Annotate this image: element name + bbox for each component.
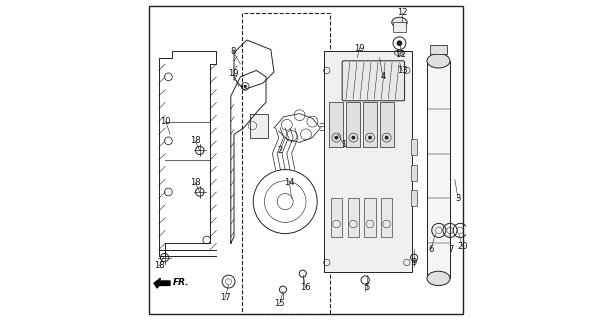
Text: 19: 19 xyxy=(228,69,238,78)
FancyBboxPatch shape xyxy=(342,61,405,101)
Text: 12: 12 xyxy=(397,8,407,17)
Text: 13: 13 xyxy=(397,66,408,75)
Circle shape xyxy=(397,40,402,46)
Text: 10: 10 xyxy=(160,117,171,126)
Bar xyxy=(393,22,406,32)
Bar xyxy=(242,13,330,314)
Text: 5: 5 xyxy=(364,284,370,292)
Text: 18: 18 xyxy=(154,261,165,270)
Bar xyxy=(364,198,376,237)
Text: 16: 16 xyxy=(300,284,311,292)
Circle shape xyxy=(385,136,389,140)
Text: 15: 15 xyxy=(275,300,285,308)
Text: 3: 3 xyxy=(455,194,461,203)
Bar xyxy=(329,102,343,147)
Circle shape xyxy=(368,136,372,140)
Polygon shape xyxy=(154,278,170,288)
Bar xyxy=(430,45,447,54)
Bar xyxy=(324,51,412,272)
Ellipse shape xyxy=(392,17,407,28)
Text: 2: 2 xyxy=(278,146,283,155)
Text: 6: 6 xyxy=(428,245,433,254)
Bar xyxy=(411,165,417,181)
Text: 11: 11 xyxy=(395,50,406,59)
Bar xyxy=(411,190,417,206)
Text: 17: 17 xyxy=(220,293,231,302)
Circle shape xyxy=(351,136,356,140)
Text: 19: 19 xyxy=(354,44,365,52)
Text: FR.: FR. xyxy=(173,278,190,287)
Bar xyxy=(363,102,377,147)
Bar xyxy=(348,198,359,237)
Text: 18: 18 xyxy=(190,178,200,187)
Bar xyxy=(379,102,394,147)
Bar xyxy=(330,198,342,237)
Bar xyxy=(250,114,267,138)
Bar xyxy=(411,139,417,155)
Text: 8: 8 xyxy=(230,47,236,56)
Text: 7: 7 xyxy=(448,245,453,254)
Circle shape xyxy=(244,85,247,88)
Text: 18: 18 xyxy=(190,136,200,145)
Text: 1: 1 xyxy=(341,140,346,148)
Ellipse shape xyxy=(427,271,450,285)
Bar xyxy=(346,102,360,147)
Circle shape xyxy=(335,136,338,140)
Text: 14: 14 xyxy=(284,178,294,187)
Bar xyxy=(427,61,450,278)
Ellipse shape xyxy=(427,53,450,68)
Text: 9: 9 xyxy=(411,258,417,267)
Bar xyxy=(381,198,392,237)
Text: 20: 20 xyxy=(457,242,468,251)
Text: 4: 4 xyxy=(380,72,386,81)
